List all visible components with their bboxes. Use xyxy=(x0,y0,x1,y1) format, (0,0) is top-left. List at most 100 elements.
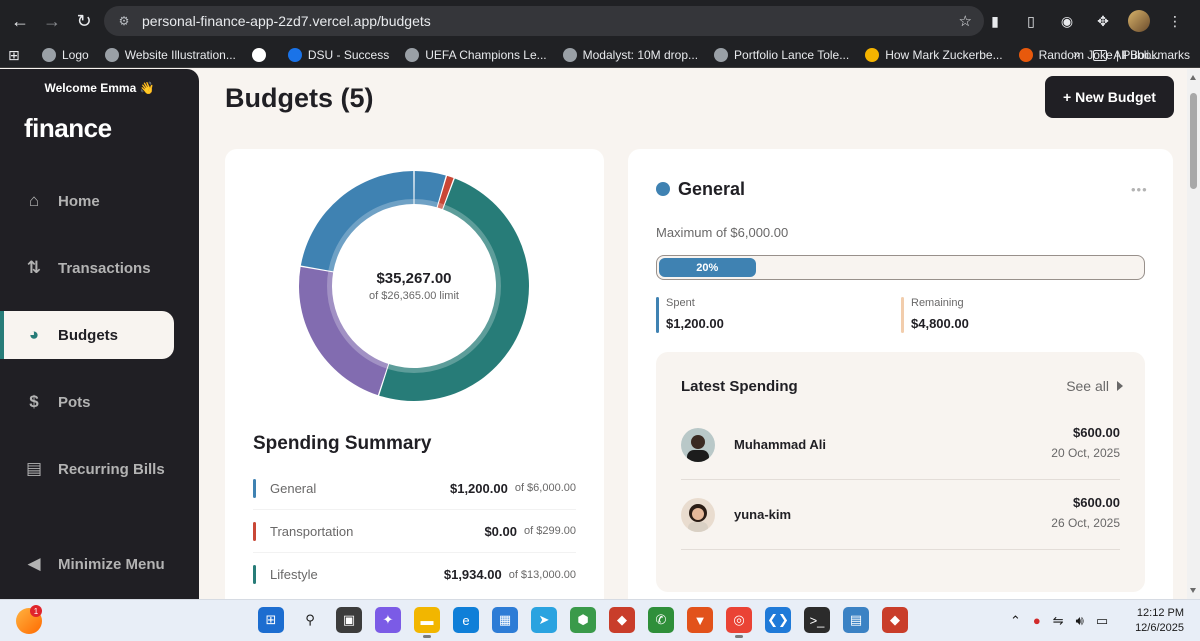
summary-row-general: General $1,200.00 of $6,000.00 xyxy=(253,467,576,510)
puzzle-icon[interactable]: ✥ xyxy=(1097,12,1109,29)
bookmark-favicon-icon xyxy=(42,47,56,62)
arrows-up-down-icon: ⇅ xyxy=(26,258,42,277)
transaction-name: Muhammad Ali xyxy=(734,437,826,452)
record-icon[interactable]: ◉ xyxy=(1060,12,1074,29)
minimize-arrow-icon: ◀ xyxy=(27,554,41,573)
extension-icon[interactable]: ▮ xyxy=(991,12,999,29)
bookmark-item[interactable]: Website Illustration... xyxy=(104,47,236,62)
jar-icon: $ xyxy=(29,392,39,411)
transaction-date: 26 Oct, 2025 xyxy=(1051,516,1120,530)
file-explorer-icon[interactable]: ▬ xyxy=(414,607,440,638)
donut-center: $35,267.00 of $26,365.00 limit xyxy=(297,169,531,403)
remaining-color-bar xyxy=(901,297,904,333)
sidebar-item-transactions[interactable]: ⇅ Transactions xyxy=(0,244,174,292)
remaining-stat: Remaining $4,800.00 xyxy=(901,297,969,333)
store-icon[interactable]: ▦ xyxy=(492,607,518,633)
notification-badge: 1 xyxy=(30,605,42,617)
budget-maximum: Maximum of $6,000.00 xyxy=(656,225,789,240)
git-gui-icon[interactable]: ◆ xyxy=(882,607,908,633)
bookmark-favicon-icon xyxy=(714,47,729,62)
transaction-name: yuna-kim xyxy=(734,507,792,522)
back-arrow-icon[interactable]: ← xyxy=(11,10,29,31)
latest-spending-title: Latest Spending xyxy=(681,378,798,395)
network-icon[interactable]: ⇋ xyxy=(1052,613,1064,628)
sidebar-item-home[interactable]: ⌂ Home xyxy=(0,177,174,225)
welcome-text: Welcome Emma 👋 xyxy=(44,81,155,95)
scroll-thumb[interactable] xyxy=(1190,93,1197,189)
color-bar xyxy=(253,521,256,541)
security-icon[interactable]: ● xyxy=(1032,613,1041,628)
task-view-icon[interactable]: ▣ xyxy=(336,607,362,633)
bookmark-item[interactable] xyxy=(251,47,272,62)
nodejs-icon[interactable]: ⬢ xyxy=(570,607,596,633)
site-info-icon[interactable]: ⚙ xyxy=(118,14,130,28)
taskbar: 1 ⊞ ⚲ ▣ ✦ ▬ e ▦ ➤ ⬢ ◆ ✆ ▼ ◎ ❮❯ >_ ▤ ◆ ⌃ … xyxy=(0,599,1200,641)
chrome-icon[interactable]: ◎ xyxy=(726,607,752,638)
bookmark-favicon-icon xyxy=(104,47,119,62)
address-bar[interactable]: ⚙ personal-finance-app-2zd7.vercel.app/b… xyxy=(104,6,984,36)
bookmark-item[interactable]: How Mark Zuckerbe... xyxy=(865,47,1003,62)
budget-progress-bar: 20% xyxy=(656,255,1145,280)
transaction-row: Muhammad Ali $600.00 20 Oct, 2025 xyxy=(681,410,1120,480)
donut-slice-transportation xyxy=(437,175,454,210)
bookmark-item[interactable]: DSU - Success xyxy=(287,47,389,62)
battery-icon[interactable]: ▭ xyxy=(1095,613,1109,628)
see-all-link[interactable]: See all xyxy=(1066,378,1123,394)
donut-total: $35,267.00 xyxy=(376,270,452,287)
budget-title: General xyxy=(678,179,746,199)
budget-color-dot xyxy=(656,182,670,196)
donut-limit: of $26,365.00 limit xyxy=(369,290,459,302)
pie-chart-icon: ◕ xyxy=(28,325,40,344)
whatsapp-icon[interactable]: ✆ xyxy=(648,607,674,633)
brave-icon[interactable]: ▼ xyxy=(687,607,713,633)
transaction-amount: $600.00 xyxy=(1073,495,1120,510)
donut-slice-other-1 xyxy=(299,266,389,396)
vscode-icon[interactable]: ❮❯ xyxy=(765,607,791,633)
edge-icon[interactable]: e xyxy=(453,607,479,633)
notepad-icon[interactable]: ▤ xyxy=(843,607,869,633)
telegram-icon[interactable]: ➤ xyxy=(531,607,557,633)
terminal-icon[interactable]: >_ xyxy=(804,607,830,633)
git-icon[interactable]: ◆ xyxy=(609,607,635,633)
bookmark-item[interactable]: UEFA Champions Le... xyxy=(405,47,547,62)
receipt-icon: ▤ xyxy=(25,459,43,478)
budget-donut-chart xyxy=(299,171,530,402)
scroll-up-icon[interactable] xyxy=(1190,75,1196,80)
all-bookmarks[interactable]: All Bookmarks xyxy=(1093,48,1190,62)
bookmark-star-icon[interactable]: ☆ xyxy=(958,13,972,30)
new-budget-button[interactable]: + New Budget xyxy=(1045,76,1174,118)
phone-icon[interactable]: ▯ xyxy=(1027,12,1035,29)
more-bookmarks-icon[interactable]: » xyxy=(1073,47,1080,61)
reload-icon[interactable]: ↻ xyxy=(76,10,92,31)
volume-icon[interactable]: 🔊︎ xyxy=(1075,613,1084,628)
apps-grid-icon[interactable]: ⊞ xyxy=(8,46,20,63)
forward-arrow-icon[interactable]: → xyxy=(43,10,61,31)
spent-stat: Spent $1,200.00 xyxy=(656,297,724,333)
bookmark-item[interactable]: Modalyst: 10M drop... xyxy=(562,47,698,62)
sidebar-item-recurring-bills[interactable]: ▤ Recurring Bills xyxy=(25,459,165,478)
start-menu-icon[interactable]: ⊞ xyxy=(258,607,284,633)
donut-slice-lifestyle xyxy=(379,178,530,402)
page-scrollbar[interactable] xyxy=(1187,69,1200,599)
minimize-menu-button[interactable]: ◀ Minimize Menu xyxy=(0,540,174,588)
spent-color-bar xyxy=(656,297,659,333)
copilot-icon[interactable]: ✦ xyxy=(375,607,401,633)
summary-row-lifestyle: Lifestyle $1,934.00 of $13,000.00 xyxy=(253,553,576,596)
more-options-icon[interactable]: ••• xyxy=(1131,182,1148,197)
bookmark-item[interactable]: Logo xyxy=(42,47,89,62)
scroll-down-icon[interactable] xyxy=(1190,588,1196,593)
color-bar xyxy=(253,565,256,584)
search-icon[interactable]: ⚲ xyxy=(305,612,315,627)
url-text: personal-finance-app-2zd7.vercel.app/bud… xyxy=(142,13,431,29)
clock[interactable]: 12:12 PM 12/6/2025 xyxy=(1135,607,1184,634)
bookmark-item[interactable]: Random Joke | Publi... xyxy=(1018,47,1159,62)
logo: finance xyxy=(24,113,112,143)
profile-avatar[interactable] xyxy=(1128,10,1150,32)
menu-kebab-icon[interactable]: ⋮ xyxy=(1168,12,1182,29)
sidebar: Welcome Emma 👋 finance ⌂ Home ⇅ Transact… xyxy=(0,69,199,599)
chevron-up-icon[interactable]: ⌃ xyxy=(1010,613,1021,628)
bookmark-item[interactable]: Portfolio Lance Tole... xyxy=(714,47,849,62)
sidebar-item-budgets[interactable]: ◕ Budgets xyxy=(0,311,174,359)
sidebar-item-pots[interactable]: $ Pots xyxy=(0,378,174,426)
spending-summary-title: Spending Summary xyxy=(253,433,432,454)
